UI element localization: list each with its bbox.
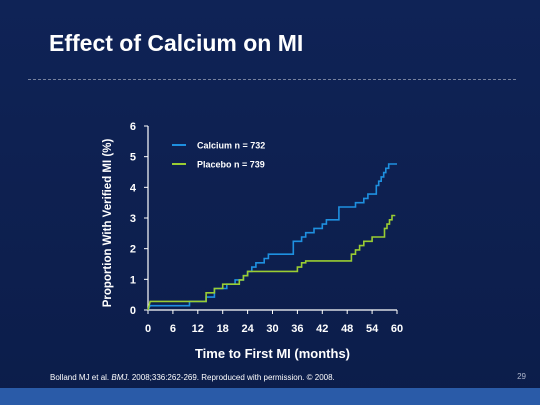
y-axis-label: Proportion With Verified MI (%) xyxy=(102,139,114,308)
y-tick-label: 2 xyxy=(130,244,136,256)
x-tick-label: 60 xyxy=(391,323,403,335)
x-tick-label: 0 xyxy=(145,323,151,335)
y-tick-label: 6 xyxy=(130,121,136,133)
citation-journal: BMJ. xyxy=(111,373,130,382)
y-tick-label: 4 xyxy=(130,182,137,194)
x-tick-label: 6 xyxy=(170,323,176,335)
y-tick-label: 1 xyxy=(130,274,136,286)
citation-details: 2008;336:262-269. Reproduced with permis… xyxy=(131,373,335,382)
y-tick-label: 0 xyxy=(130,305,136,317)
x-tick-label: 18 xyxy=(217,323,229,335)
y-tick-label: 3 xyxy=(130,213,136,225)
x-tick-label: 48 xyxy=(341,323,353,335)
citation-authors: Bolland MJ et al. xyxy=(50,373,110,382)
legend-label: Calcium n = 732 xyxy=(197,141,265,151)
x-tick-label: 12 xyxy=(192,323,204,335)
legend-label: Placebo n = 739 xyxy=(197,160,265,170)
series-line-calcium xyxy=(147,163,397,311)
title-divider xyxy=(28,79,516,80)
x-tick-label: 36 xyxy=(291,323,303,335)
x-tick-label: 24 xyxy=(241,323,254,335)
x-tick-label: 54 xyxy=(366,323,379,335)
x-tick-label: 42 xyxy=(316,323,328,335)
x-tick-label: 30 xyxy=(266,323,278,335)
page-number: 29 xyxy=(517,372,526,381)
x-axis-label: Time to First MI (months) xyxy=(195,346,350,361)
series-line-placebo xyxy=(147,214,396,311)
bottom-band xyxy=(0,388,540,405)
y-tick-label: 5 xyxy=(130,152,136,164)
citation-footer: Bolland MJ et al. BMJ. 2008;336:262-269.… xyxy=(50,373,335,382)
slide-title: Effect of Calcium on MI xyxy=(49,30,304,56)
